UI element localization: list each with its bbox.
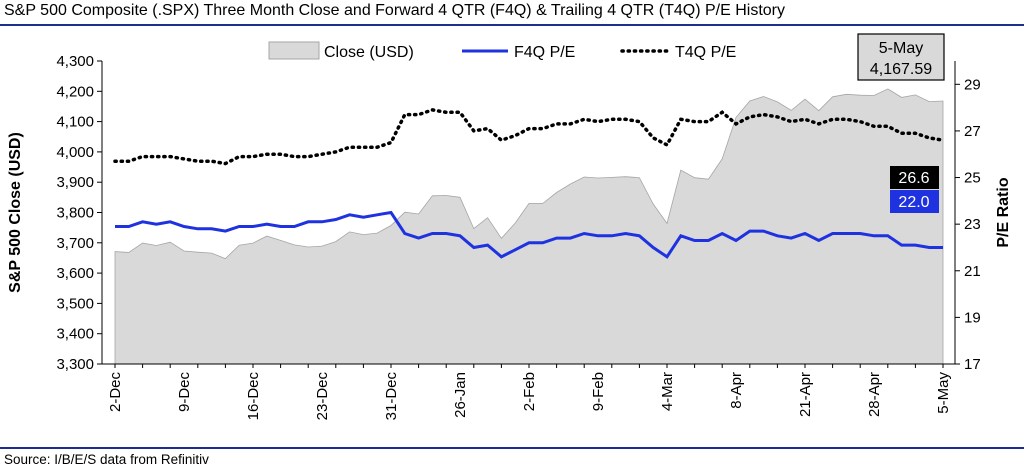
right-tick-label: 21 [964, 263, 981, 280]
close-area [114, 88, 944, 365]
right-tick-label: 25 [964, 170, 981, 187]
annotation-date: 5-May [879, 40, 923, 57]
left-tick-label: 3,500 [56, 295, 94, 312]
source-rule [0, 447, 1024, 449]
right-tick-label: 23 [964, 216, 981, 233]
annotation-value: 4,167.59 [870, 61, 932, 78]
left-tick-label: 3,300 [56, 356, 94, 373]
right-tick-label: 19 [964, 309, 981, 326]
x-tick-label: 9-Dec [176, 372, 193, 413]
left-tick-label: 3,800 [56, 205, 94, 222]
left-tick-label: 3,400 [56, 326, 94, 343]
left-tick-label: 4,300 [56, 53, 94, 70]
left-tick-label: 4,000 [56, 144, 94, 161]
f4q-line [115, 210, 943, 259]
x-tick-label: 5-May [935, 372, 952, 414]
x-tick-label: 21-Apr [797, 372, 814, 417]
legend-t4q-label: T4Q P/E [675, 44, 736, 61]
title-rule [0, 24, 1024, 26]
chart-svg: 3,300 3,400 3,500 3,600 3,700 3,800 3,900 4,000… [7, 33, 1012, 421]
source-note: Source: I/B/E/S data from Refinitiv [4, 452, 209, 467]
x-tick-label: 2-Dec [107, 372, 124, 413]
left-tick-label: 4,100 [56, 114, 94, 131]
t4q-end-label: 26.6 [898, 170, 929, 187]
x-tick-label: 2-Feb [521, 372, 538, 411]
x-tick-label: 28-Apr [866, 372, 883, 417]
left-tick-label: 3,700 [56, 235, 94, 252]
x-tick-label: 4-Mar [659, 372, 676, 411]
right-tick-label: 29 [964, 76, 981, 93]
t4q-line [113, 108, 945, 166]
pe-lines-layer [113, 108, 945, 259]
left-tick-label: 3,600 [56, 265, 94, 282]
x-tick-label: 16-Dec [245, 372, 262, 421]
left-tick-label: 3,900 [56, 174, 94, 191]
axes-layer [97, 60, 960, 368]
left-axis-title: S&P 500 Close (USD) [7, 132, 24, 293]
x-tick-label: 23-Dec [314, 372, 331, 421]
f4q-end-label-box [890, 190, 939, 213]
chart-title: S&P 500 Composite (.SPX) Three Month Clo… [4, 2, 785, 19]
right-tick-label: 27 [964, 123, 981, 140]
x-tick-label: 9-Feb [590, 372, 607, 411]
x-tick-label: 26-Jan [452, 372, 469, 418]
x-tick-label: 31-Dec [383, 372, 400, 421]
f4q-end-label: 22.0 [898, 194, 929, 211]
close-area-layer [114, 88, 944, 365]
legend-close-label: Close (USD) [324, 44, 414, 61]
legend-f4q-label: F4Q P/E [514, 44, 575, 61]
labels-layer: 3,300 3,400 3,500 3,600 3,700 3,800 3,900 4,000… [7, 33, 1012, 421]
left-tick-label: 4,200 [56, 83, 94, 100]
right-tick-label: 17 [964, 356, 981, 373]
t4q-end-label-box [890, 166, 939, 189]
right-axis-title: P/E Ratio [995, 177, 1012, 247]
x-tick-label: 8-Apr [728, 372, 745, 409]
annotation-box [857, 33, 945, 81]
legend-close-swatch [268, 41, 320, 60]
